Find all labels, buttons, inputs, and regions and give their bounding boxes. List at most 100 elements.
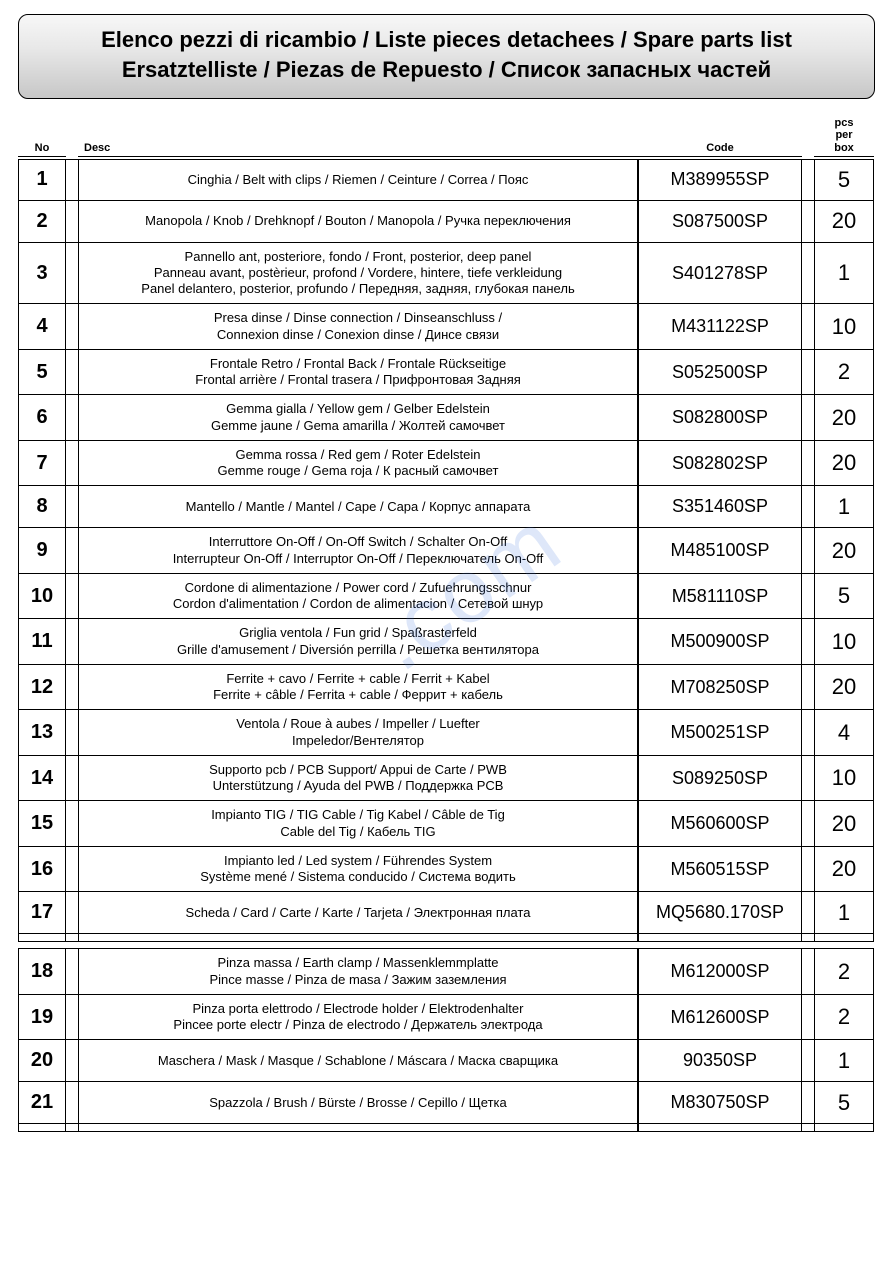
row-description: Cinghia / Belt with clips / Riemen / Cei… <box>78 159 638 201</box>
table-row: 9 Interruttore On-Off / On-Off Switch / S… <box>18 528 875 574</box>
row-number: 12 <box>18 665 66 711</box>
row-description: Gemma gialla / Yellow gem / Gelber Edels… <box>78 395 638 441</box>
title-line-2: Ersatztelliste / Piezas de Repuesto / Сп… <box>39 55 854 85</box>
row-number: 6 <box>18 395 66 441</box>
row-code: M500251SP <box>638 710 802 756</box>
row-pcs: 1 <box>814 486 874 528</box>
row-description: Ventola / Roue à aubes / Impeller / Luef… <box>78 710 638 756</box>
row-code: 90350SP <box>638 1040 802 1082</box>
table-row: 21 Spazzola / Brush / Bürste / Brosse / C… <box>18 1082 875 1124</box>
row-number: 2 <box>18 201 66 243</box>
row-pcs: 20 <box>814 441 874 487</box>
row-code: M485100SP <box>638 528 802 574</box>
parts-table: 1 Cinghia / Belt with clips / Riemen / Ce… <box>18 159 875 1133</box>
row-code: M830750SP <box>638 1082 802 1124</box>
row-pcs: 2 <box>814 948 874 995</box>
row-description: Cordone di alimentazione / Power cord / … <box>78 574 638 620</box>
row-pcs: 20 <box>814 801 874 847</box>
row-code: M560600SP <box>638 801 802 847</box>
row-code: S087500SP <box>638 201 802 243</box>
row-pcs: 1 <box>814 243 874 305</box>
row-description: Impianto led / Led system / Führendes Sy… <box>78 847 638 893</box>
row-code: S052500SP <box>638 350 802 396</box>
row-code: M581110SP <box>638 574 802 620</box>
row-number: 11 <box>18 619 66 665</box>
row-pcs: 20 <box>814 665 874 711</box>
table-row: 3Pannello ant, posteriore, fondo / Front… <box>18 243 875 305</box>
row-description: Presa dinse / Dinse connection / Dinsean… <box>78 304 638 350</box>
row-description: Pannello ant, posteriore, fondo / Front,… <box>78 243 638 305</box>
row-description: Pinza massa / Earth clamp / Massenklemmp… <box>78 948 638 995</box>
row-number: 9 <box>18 528 66 574</box>
row-number: 21 <box>18 1082 66 1124</box>
row-number: 17 <box>18 892 66 934</box>
row-number: 10 <box>18 574 66 620</box>
row-pcs: 1 <box>814 892 874 934</box>
row-number: 3 <box>18 243 66 305</box>
row-description: Spazzola / Brush / Bürste / Brosse / Cep… <box>78 1082 638 1124</box>
row-number: 8 <box>18 486 66 528</box>
row-description: Supporto pcb / PCB Support/ Appui de Car… <box>78 756 638 802</box>
table-row: 4 Presa dinse / Dinse connection / Dinsea… <box>18 304 875 350</box>
row-code: M612600SP <box>638 995 802 1041</box>
table-row: 15 Impianto TIG / TIG Cable / Tig Kabel /… <box>18 801 875 847</box>
table-row: 12 Ferrite + cavo / Ferrite + cable / Fer… <box>18 665 875 711</box>
header-no: No <box>18 142 66 157</box>
row-pcs: 5 <box>814 1082 874 1124</box>
row-code: M560515SP <box>638 847 802 893</box>
table-row: 5Frontale Retro / Frontal Back / Frontal… <box>18 350 875 396</box>
header-desc: Desc <box>78 142 638 157</box>
table-row: 13 Ventola / Roue à aubes / Impeller / Lu… <box>18 710 875 756</box>
row-pcs: 2 <box>814 350 874 396</box>
row-pcs: 20 <box>814 395 874 441</box>
table-row: 18 Pinza massa / Earth clamp / Massenklem… <box>18 948 875 995</box>
row-pcs: 4 <box>814 710 874 756</box>
title-box: Elenco pezzi di ricambio / Liste pieces … <box>18 14 875 99</box>
row-code: S082802SP <box>638 441 802 487</box>
row-pcs: 5 <box>814 159 874 201</box>
row-pcs: 1 <box>814 1040 874 1082</box>
row-description: Manopola / Knob / Drehknopf / Bouton / M… <box>78 201 638 243</box>
row-code: M708250SP <box>638 665 802 711</box>
row-pcs: 10 <box>814 304 874 350</box>
row-description: Maschera / Mask / Masque / Schablone / M… <box>78 1040 638 1082</box>
row-description: Interruttore On-Off / On-Off Switch / Sc… <box>78 528 638 574</box>
row-pcs: 10 <box>814 619 874 665</box>
row-code: S351460SP <box>638 486 802 528</box>
row-number: 20 <box>18 1040 66 1082</box>
header-pcs: pcsperbox <box>814 117 874 156</box>
row-number: 15 <box>18 801 66 847</box>
table-row: 1Cinghia / Belt with clips / Riemen / Ce… <box>18 159 875 201</box>
row-pcs: 20 <box>814 528 874 574</box>
row-code: S401278SP <box>638 243 802 305</box>
row-description: Impianto TIG / TIG Cable / Tig Kabel / C… <box>78 801 638 847</box>
row-code: M612000SP <box>638 948 802 995</box>
table-row: 2 Manopola / Knob / Drehknopf / Bouton / … <box>18 201 875 243</box>
row-description: Ferrite + cavo / Ferrite + cable / Ferri… <box>78 665 638 711</box>
row-number: 13 <box>18 710 66 756</box>
column-headers: No Desc Code pcsperbox <box>18 117 875 156</box>
table-row: 19 Pinza porta elettrodo / Electrode hold… <box>18 995 875 1041</box>
table-row: 17 Scheda / Card / Carte / Karte / Tarjet… <box>18 892 875 934</box>
table-row: 11 Griglia ventola / Fun grid / Spaßraste… <box>18 619 875 665</box>
row-pcs: 10 <box>814 756 874 802</box>
row-code: M389955SP <box>638 159 802 201</box>
row-number: 18 <box>18 948 66 995</box>
row-description: Gemma rossa / Red gem / Roter EdelsteinG… <box>78 441 638 487</box>
row-number: 16 <box>18 847 66 893</box>
table-row: 20 Maschera / Mask / Masque / Schablone /… <box>18 1040 875 1082</box>
table-row: 10 Cordone di alimentazione / Power cord … <box>18 574 875 620</box>
row-number: 19 <box>18 995 66 1041</box>
row-code: M500900SP <box>638 619 802 665</box>
row-description: Scheda / Card / Carte / Karte / Tarjeta … <box>78 892 638 934</box>
row-description: Pinza porta elettrodo / Electrode holder… <box>78 995 638 1041</box>
table-row: 8Mantello / Mantle / Mantel / Cape / Cap… <box>18 486 875 528</box>
row-pcs: 2 <box>814 995 874 1041</box>
table-row: 14 Supporto pcb / PCB Support/ Appui de C… <box>18 756 875 802</box>
title-line-1: Elenco pezzi di ricambio / Liste pieces … <box>39 25 854 55</box>
header-code: Code <box>638 142 802 157</box>
row-number: 14 <box>18 756 66 802</box>
row-number: 4 <box>18 304 66 350</box>
row-description: Griglia ventola / Fun grid / Spaßrasterf… <box>78 619 638 665</box>
row-pcs: 5 <box>814 574 874 620</box>
